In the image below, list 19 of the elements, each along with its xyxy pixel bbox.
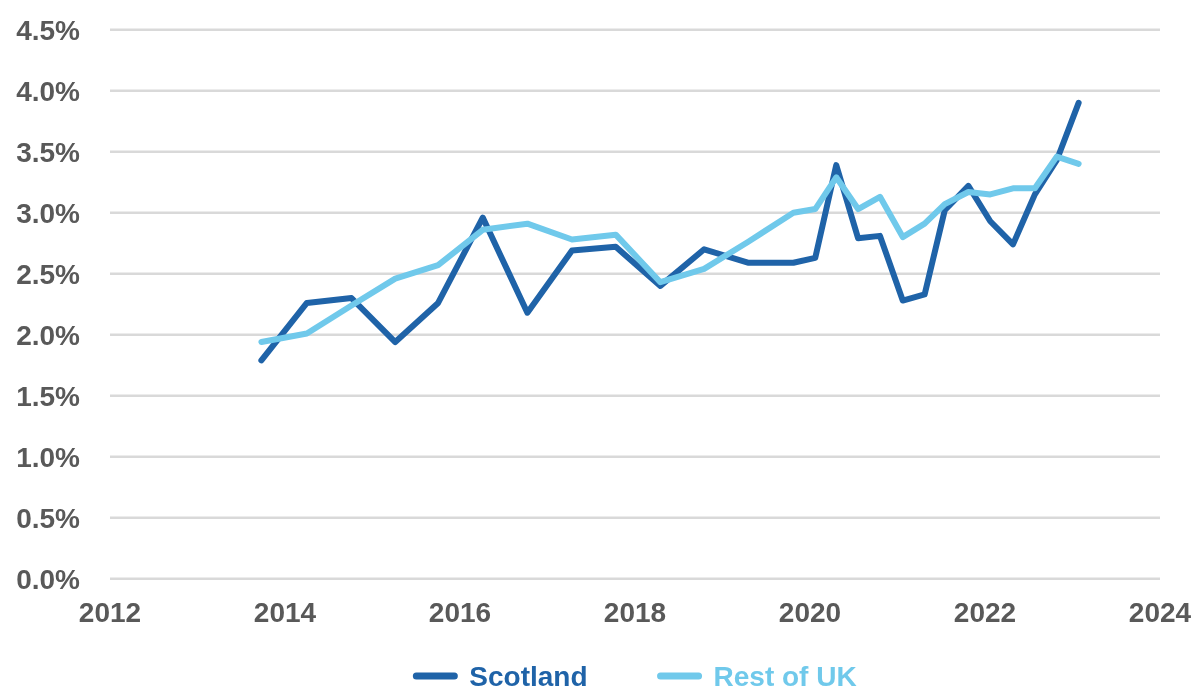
y-tick-label: 1.0% bbox=[16, 441, 81, 473]
y-tick-label: 3.5% bbox=[16, 136, 81, 168]
y-tick-label: 3.0% bbox=[16, 197, 81, 229]
y-tick-label: 0.5% bbox=[16, 502, 81, 534]
y-tick-label: 2.0% bbox=[16, 319, 81, 351]
y-tick-label: 4.5% bbox=[16, 14, 81, 46]
y-tick-label: 1.5% bbox=[16, 380, 81, 412]
legend-label: Scotland bbox=[469, 661, 588, 692]
x-tick-label: 2016 bbox=[428, 597, 492, 628]
x-tick-label: 2024 bbox=[1128, 597, 1192, 628]
x-tick-label: 2022 bbox=[953, 597, 1017, 628]
y-tick-label: 2.5% bbox=[16, 258, 81, 290]
y-tick-label: 4.0% bbox=[16, 75, 81, 107]
x-tick-label: 2020 bbox=[778, 597, 842, 628]
x-tick-label: 2012 bbox=[78, 597, 142, 628]
x-tick-label: 2018 bbox=[603, 597, 667, 628]
y-tick-label: 0.0% bbox=[16, 563, 81, 595]
legend-label: Rest of UK bbox=[713, 661, 857, 692]
x-tick-label: 2014 bbox=[253, 597, 317, 628]
